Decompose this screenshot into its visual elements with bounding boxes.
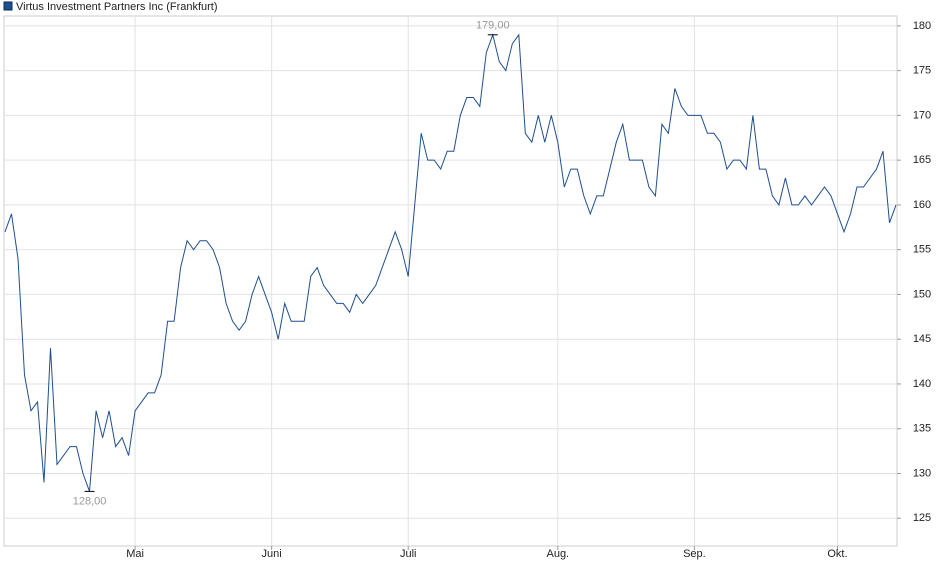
x-tick-label: Juli xyxy=(400,548,417,560)
plot-frame xyxy=(3,15,898,547)
y-tick-label: 130 xyxy=(913,467,931,479)
x-tick-label: Sep. xyxy=(683,548,706,560)
legend-label: Virtus Investment Partners Inc (Frankfur… xyxy=(16,1,218,13)
x-tick-label: Aug. xyxy=(546,548,569,560)
y-tick-label: 180 xyxy=(913,20,931,32)
legend-swatch xyxy=(3,1,13,11)
min-label: 128,00 xyxy=(73,495,107,507)
price-line xyxy=(4,33,897,492)
x-tick-label: Juni xyxy=(262,548,282,560)
y-tick-label: 145 xyxy=(913,333,931,345)
y-tick-label: 150 xyxy=(913,288,931,300)
x-tick-label: Mai xyxy=(126,548,144,560)
y-tick-label: 135 xyxy=(913,423,931,435)
y-tick-label: 170 xyxy=(913,109,931,121)
x-tick-label: Okt. xyxy=(827,548,847,560)
y-tick-label: 175 xyxy=(913,65,931,77)
y-tick-label: 140 xyxy=(913,378,931,390)
y-tick-label: 155 xyxy=(913,244,931,256)
y-tick-label: 125 xyxy=(913,512,931,524)
y-tick-label: 160 xyxy=(913,199,931,211)
max-label: 179,00 xyxy=(476,20,510,32)
y-tick-label: 165 xyxy=(913,154,931,166)
